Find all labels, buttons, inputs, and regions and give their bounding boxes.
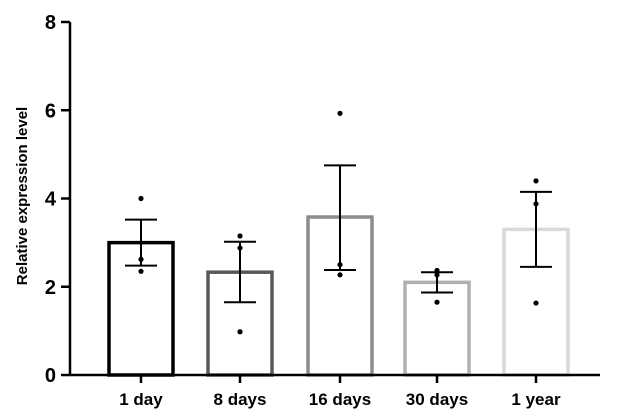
y-tick-label: 8 — [45, 12, 56, 34]
data-point — [533, 201, 539, 207]
data-point — [434, 299, 440, 305]
bars-group — [107, 215, 570, 377]
data-point — [237, 245, 243, 251]
x-tick-label: 8 days — [214, 390, 267, 409]
data-point — [337, 262, 343, 268]
error-bars-group — [125, 164, 552, 304]
x-tick-label: 30 days — [406, 390, 468, 409]
y-axis: 0 2 4 6 8 — [45, 12, 72, 387]
y-tick-label: 4 — [45, 189, 57, 211]
bar — [403, 280, 471, 377]
data-point — [533, 300, 539, 306]
x-axis: 1 day 8 days 16 days 30 days 1 year — [69, 373, 600, 409]
data-point — [138, 256, 144, 262]
data-point — [237, 329, 243, 335]
data-point — [434, 272, 440, 278]
x-tick-label: 16 days — [309, 390, 371, 409]
y-tick-label: 6 — [45, 100, 56, 122]
y-axis-label: Relative expression level — [14, 107, 31, 285]
y-tick-label: 2 — [45, 277, 56, 299]
y-tick-label: 0 — [45, 365, 56, 387]
data-point — [337, 272, 343, 278]
points-group — [138, 110, 539, 335]
data-point — [533, 178, 539, 184]
data-point — [434, 267, 440, 274]
data-point — [337, 110, 343, 116]
data-point — [237, 233, 243, 239]
data-point — [138, 268, 144, 274]
x-tick-label: 1 year — [511, 390, 561, 409]
data-point — [138, 195, 144, 202]
x-tick-label: 1 day — [119, 390, 163, 409]
